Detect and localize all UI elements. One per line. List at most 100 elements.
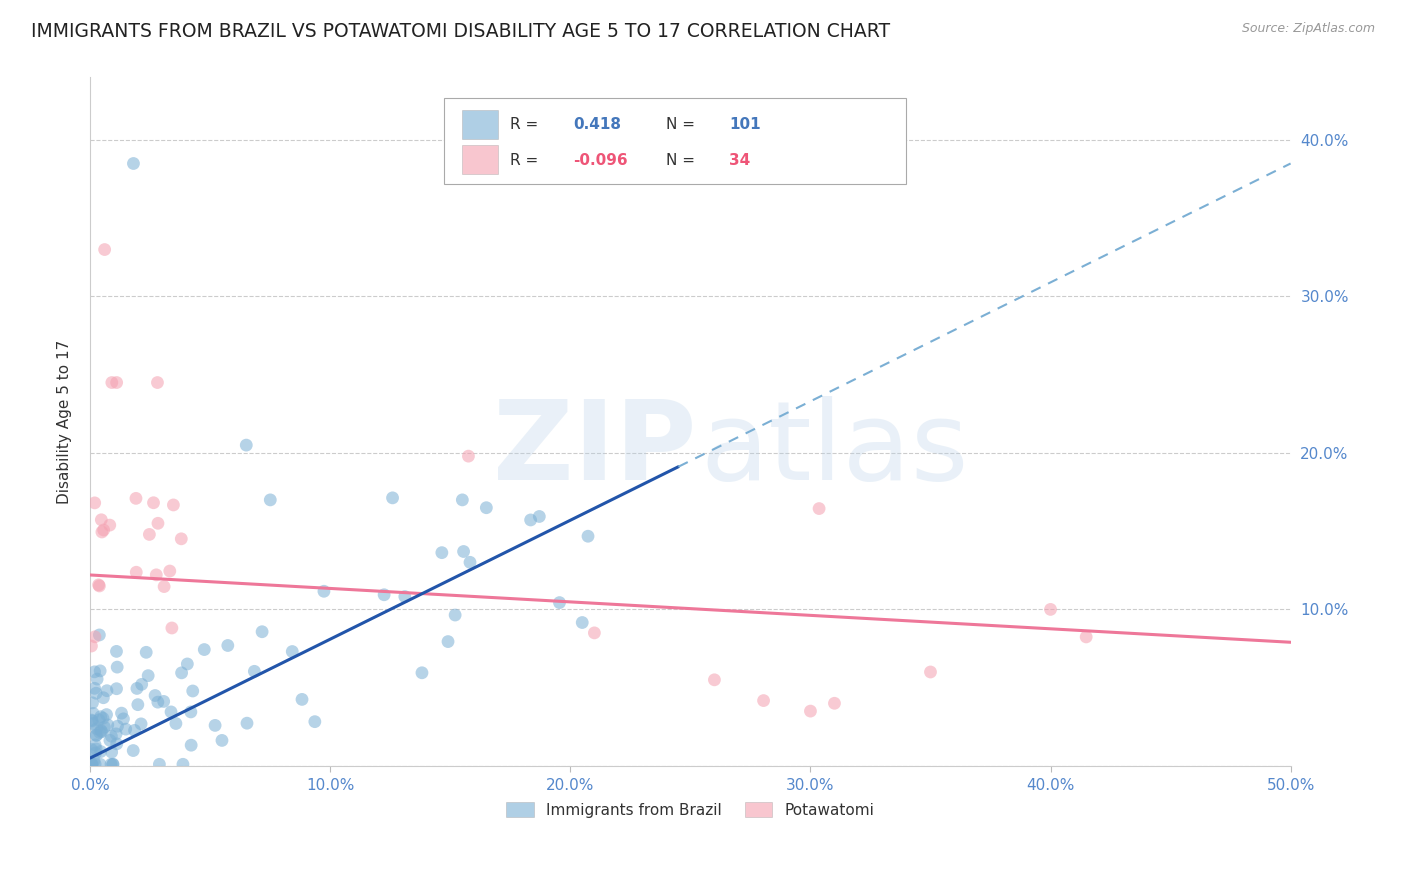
Point	[96, 683, 118, 698]
Text: R =: R =	[510, 153, 538, 169]
Point	[86, 728, 108, 742]
Text: 101: 101	[728, 118, 761, 132]
Text: -0.096: -0.096	[572, 153, 627, 169]
Point	[135, 645, 157, 659]
Point	[381, 491, 404, 505]
Point	[138, 527, 160, 541]
Point	[145, 567, 167, 582]
Point	[430, 546, 453, 560]
Point	[129, 717, 152, 731]
Point	[80, 713, 103, 727]
Point	[83, 496, 105, 510]
Point	[451, 492, 474, 507]
Point	[170, 532, 193, 546]
Point	[458, 555, 481, 569]
Point	[125, 681, 148, 696]
Point	[444, 607, 467, 622]
Point	[89, 725, 111, 739]
Point	[291, 692, 314, 706]
Point	[548, 596, 571, 610]
Point	[97, 718, 120, 732]
Point	[148, 757, 170, 772]
Point	[84, 630, 107, 644]
Point	[457, 449, 479, 463]
Point	[84, 686, 107, 700]
Point	[571, 615, 593, 630]
Point	[193, 642, 215, 657]
Point	[160, 621, 183, 635]
Point	[87, 578, 110, 592]
Point	[82, 706, 104, 721]
Point	[411, 665, 433, 680]
Text: Source: ZipAtlas.com: Source: ZipAtlas.com	[1241, 22, 1375, 36]
Point	[84, 728, 107, 742]
Point	[100, 729, 122, 743]
Point	[93, 720, 115, 734]
Point	[83, 681, 105, 696]
Point	[90, 513, 112, 527]
Point	[107, 719, 129, 733]
Point	[80, 757, 103, 772]
Point	[146, 695, 169, 709]
Point	[304, 714, 326, 729]
Point	[98, 733, 121, 747]
Point	[89, 757, 111, 772]
Point	[136, 668, 159, 682]
Point	[90, 745, 112, 759]
Point	[80, 757, 103, 772]
Point	[165, 716, 187, 731]
Point	[180, 738, 202, 752]
Point	[808, 501, 831, 516]
Point	[100, 745, 122, 759]
Point	[172, 757, 194, 772]
Point	[143, 689, 166, 703]
Bar	[463, 145, 498, 174]
Point	[82, 716, 104, 731]
Point	[84, 742, 107, 756]
Point	[211, 733, 233, 747]
Point	[86, 722, 108, 736]
Text: R =: R =	[510, 118, 538, 132]
Point	[146, 376, 169, 390]
Point	[93, 243, 115, 257]
Point	[125, 566, 148, 580]
Point	[142, 496, 165, 510]
Point	[1076, 630, 1098, 644]
Point	[259, 492, 281, 507]
Point	[82, 757, 104, 772]
Point	[127, 698, 149, 712]
Point	[160, 705, 183, 719]
Point	[105, 681, 128, 696]
Point	[90, 524, 112, 539]
Point	[235, 438, 257, 452]
Point	[84, 738, 107, 752]
Point	[93, 523, 115, 537]
Point	[312, 584, 335, 599]
Bar	[463, 111, 498, 139]
Point	[80, 714, 103, 728]
Point	[176, 657, 198, 671]
Point	[105, 644, 128, 658]
Point	[82, 696, 104, 710]
Point	[236, 716, 259, 731]
Point	[181, 684, 204, 698]
Point	[84, 757, 107, 772]
Point	[124, 723, 146, 738]
Text: IMMIGRANTS FROM BRAZIL VS POTAWATOMI DISABILITY AGE 5 TO 17 CORRELATION CHART: IMMIGRANTS FROM BRAZIL VS POTAWATOMI DIS…	[31, 22, 890, 41]
Point	[90, 724, 112, 739]
Y-axis label: Disability Age 5 to 17: Disability Age 5 to 17	[58, 340, 72, 504]
Point	[89, 579, 111, 593]
Point	[84, 746, 107, 760]
Text: N =: N =	[666, 153, 696, 169]
Point	[170, 665, 193, 680]
Point	[105, 376, 128, 390]
Text: 34: 34	[728, 153, 749, 169]
Point	[83, 754, 105, 768]
Point	[752, 693, 775, 707]
Point	[98, 518, 121, 533]
Point	[281, 644, 304, 658]
Point	[529, 509, 551, 524]
Point	[125, 491, 148, 506]
Point	[162, 498, 184, 512]
Point	[180, 705, 202, 719]
